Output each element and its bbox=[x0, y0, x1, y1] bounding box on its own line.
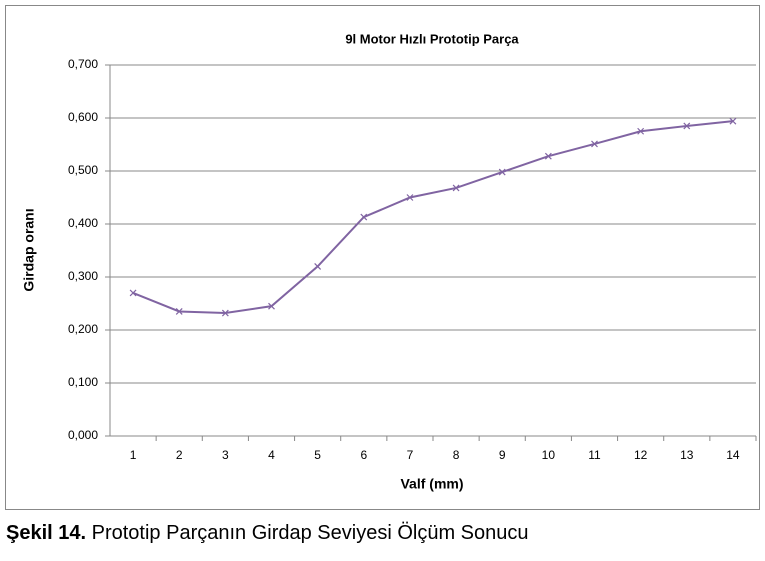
y-axis-label: Girdap oranı bbox=[21, 208, 37, 291]
y-tick-label: 0,200 bbox=[68, 322, 98, 336]
marker bbox=[175, 308, 183, 315]
y-tick-label: 0,700 bbox=[68, 57, 98, 71]
x-tick-label: 1 bbox=[130, 448, 137, 462]
x-tick-label: 11 bbox=[588, 448, 601, 462]
marker bbox=[729, 117, 737, 125]
x-tick-label: 8 bbox=[453, 448, 460, 462]
marker bbox=[221, 309, 229, 317]
chart-title: 9l Motor Hızlı Prototip Parça bbox=[345, 31, 519, 46]
x-tick-label: 7 bbox=[407, 448, 414, 462]
line bbox=[132, 120, 734, 315]
marker bbox=[129, 289, 137, 297]
marker bbox=[683, 122, 691, 130]
caption-label: Şekil 14. bbox=[6, 522, 87, 544]
caption: Şekil 14. Prototip Parçanın Girdap Seviy… bbox=[6, 522, 529, 545]
x-tick-label: 5 bbox=[314, 448, 321, 462]
marker bbox=[314, 262, 322, 270]
marker bbox=[637, 127, 645, 135]
x-tick-label: 3 bbox=[222, 448, 229, 462]
marker bbox=[591, 140, 598, 148]
x-tick-label: 9 bbox=[499, 448, 506, 462]
marker bbox=[268, 302, 275, 310]
x-tick-label: 14 bbox=[726, 448, 740, 462]
marker bbox=[360, 213, 368, 221]
x-tick-label: 12 bbox=[634, 448, 648, 462]
x-tick-label: 13 bbox=[680, 448, 694, 462]
y-tick-label: 0,400 bbox=[68, 216, 98, 230]
marker bbox=[406, 194, 414, 201]
marker bbox=[498, 168, 506, 176]
x-tick-label: 6 bbox=[360, 448, 367, 462]
y-tick-label: 0,300 bbox=[68, 269, 98, 283]
y-tick-label: 0,000 bbox=[68, 428, 98, 442]
y-tick-label: 0,600 bbox=[68, 110, 98, 124]
y-tick-label: 0,100 bbox=[68, 375, 98, 389]
marker bbox=[544, 152, 552, 160]
y-tick-label: 0,500 bbox=[68, 163, 98, 177]
x-tick-label: 4 bbox=[268, 448, 275, 462]
chart-border bbox=[5, 5, 760, 510]
x-tick-label: 2 bbox=[176, 448, 183, 462]
marker bbox=[452, 184, 460, 192]
caption-text: Prototip Parçanın Girdap Seviyesi Ölçüm … bbox=[91, 522, 529, 544]
x-tick-label: 10 bbox=[542, 448, 556, 462]
x-axis-label: Valf (mm) bbox=[400, 476, 463, 492]
chart: 9l Motor Hızlı Prototip Parça Valf (mm) … bbox=[5, 5, 760, 510]
